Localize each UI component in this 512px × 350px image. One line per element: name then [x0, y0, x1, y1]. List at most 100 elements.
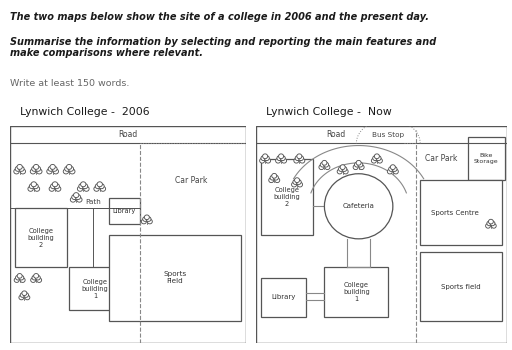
- Circle shape: [294, 178, 300, 183]
- Circle shape: [65, 166, 70, 172]
- Circle shape: [270, 175, 275, 180]
- Text: Car Park: Car Park: [424, 154, 457, 163]
- Circle shape: [343, 169, 348, 174]
- Circle shape: [322, 160, 327, 165]
- Circle shape: [28, 186, 33, 191]
- Circle shape: [359, 165, 364, 170]
- Circle shape: [272, 173, 277, 178]
- Text: College
building
2: College building 2: [273, 187, 300, 206]
- Circle shape: [80, 182, 86, 187]
- Circle shape: [374, 154, 379, 159]
- Circle shape: [34, 274, 38, 278]
- Circle shape: [97, 182, 102, 187]
- Circle shape: [264, 156, 269, 161]
- Text: Road: Road: [326, 130, 346, 139]
- Circle shape: [269, 178, 274, 183]
- Circle shape: [354, 162, 359, 167]
- Circle shape: [373, 156, 378, 161]
- Circle shape: [14, 169, 19, 174]
- Circle shape: [37, 278, 41, 282]
- Bar: [109, 234, 241, 321]
- Text: College
building
1: College building 1: [343, 282, 370, 302]
- Circle shape: [342, 167, 347, 172]
- Circle shape: [99, 184, 104, 189]
- Text: The two maps below show the site of a college in 2006 and the present day.: The two maps below show the site of a co…: [10, 12, 429, 22]
- Circle shape: [260, 158, 265, 163]
- Circle shape: [298, 156, 304, 161]
- Circle shape: [50, 164, 55, 169]
- Circle shape: [337, 169, 342, 174]
- Circle shape: [30, 169, 36, 174]
- Circle shape: [20, 169, 26, 174]
- Circle shape: [70, 169, 75, 174]
- Circle shape: [34, 186, 39, 191]
- Circle shape: [282, 158, 287, 163]
- Circle shape: [277, 156, 282, 161]
- Circle shape: [356, 160, 361, 165]
- Circle shape: [324, 162, 329, 167]
- Circle shape: [390, 165, 395, 169]
- Circle shape: [32, 275, 37, 280]
- Circle shape: [141, 219, 146, 224]
- Text: Bike
Storage: Bike Storage: [474, 153, 499, 164]
- Circle shape: [15, 275, 20, 280]
- Circle shape: [146, 217, 151, 222]
- Circle shape: [51, 184, 56, 189]
- Circle shape: [20, 293, 25, 297]
- Circle shape: [70, 197, 76, 202]
- Circle shape: [55, 186, 61, 191]
- Text: College
building
1: College building 1: [81, 279, 109, 299]
- Circle shape: [33, 184, 38, 189]
- Circle shape: [296, 180, 301, 184]
- Circle shape: [95, 184, 101, 189]
- Circle shape: [52, 182, 58, 187]
- Bar: [69, 267, 121, 310]
- Circle shape: [47, 169, 52, 174]
- Circle shape: [393, 169, 398, 174]
- Circle shape: [487, 221, 492, 226]
- Text: Car Park: Car Park: [176, 176, 208, 185]
- Circle shape: [33, 164, 39, 169]
- Circle shape: [275, 158, 281, 163]
- Circle shape: [377, 158, 382, 163]
- Text: Road: Road: [118, 130, 138, 139]
- Circle shape: [485, 224, 490, 228]
- Circle shape: [291, 182, 296, 187]
- Text: College
building
2: College building 2: [28, 228, 54, 248]
- Circle shape: [29, 184, 35, 189]
- Circle shape: [17, 274, 22, 278]
- Circle shape: [392, 167, 397, 172]
- Circle shape: [49, 186, 54, 191]
- Text: Cafeteria: Cafeteria: [343, 203, 375, 209]
- Circle shape: [147, 219, 152, 224]
- Text: Write at least 150 words.: Write at least 150 words.: [10, 79, 130, 88]
- Circle shape: [79, 184, 84, 189]
- Circle shape: [52, 166, 57, 172]
- Text: Bus Stop: Bus Stop: [372, 132, 404, 138]
- Circle shape: [143, 217, 147, 222]
- Circle shape: [293, 180, 298, 184]
- Circle shape: [77, 186, 83, 191]
- Circle shape: [31, 278, 36, 282]
- Circle shape: [261, 156, 266, 161]
- Circle shape: [19, 295, 24, 300]
- Circle shape: [35, 275, 40, 280]
- Circle shape: [376, 156, 381, 161]
- Text: Lynwich College -  Now: Lynwich College - Now: [266, 107, 392, 117]
- Circle shape: [266, 158, 271, 163]
- Text: Sports field: Sports field: [441, 284, 481, 289]
- Circle shape: [492, 224, 496, 228]
- Circle shape: [358, 162, 363, 167]
- Bar: [109, 198, 140, 224]
- Circle shape: [68, 166, 74, 172]
- Circle shape: [31, 182, 36, 187]
- Circle shape: [353, 165, 358, 170]
- Circle shape: [20, 278, 25, 282]
- Text: Summarise the information by selecting and reporting the main features and
make : Summarise the information by selecting a…: [10, 37, 437, 58]
- Circle shape: [320, 162, 325, 167]
- Circle shape: [325, 165, 330, 170]
- Circle shape: [14, 278, 19, 282]
- Text: Sports
Field: Sports Field: [163, 271, 187, 285]
- Circle shape: [15, 166, 20, 172]
- Circle shape: [63, 169, 69, 174]
